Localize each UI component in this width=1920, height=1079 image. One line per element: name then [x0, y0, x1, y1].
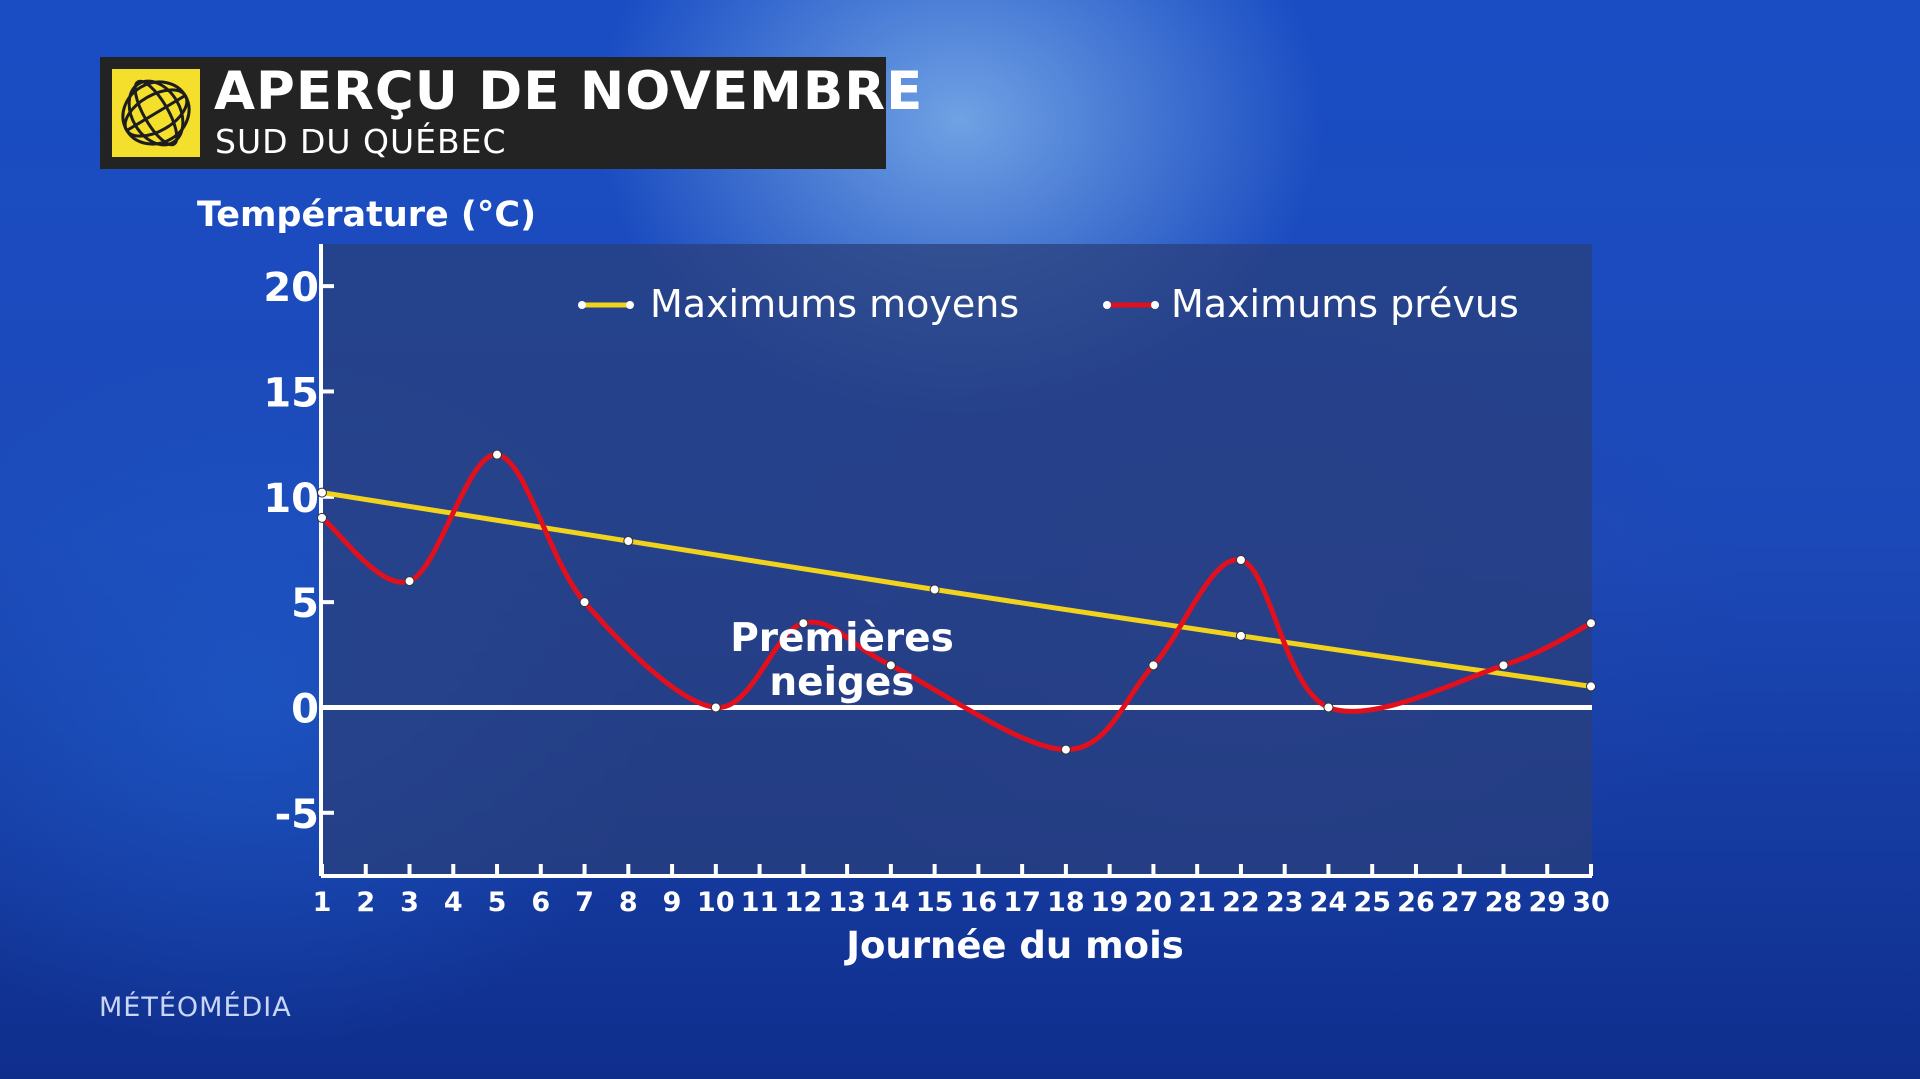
series-1-point	[1586, 681, 1596, 692]
y-tick-label: 15	[263, 370, 319, 416]
x-tick-label: 24	[1310, 887, 1348, 918]
meteomedia-globe-icon	[112, 69, 200, 157]
x-tick-label: 4	[444, 887, 463, 918]
series-2-point	[710, 702, 721, 713]
x-tick-label: 12	[785, 887, 823, 918]
series-1-point	[929, 584, 940, 595]
y-tick-label: 10	[263, 476, 319, 522]
page-title: APERÇU DE NOVEMBRE	[214, 61, 924, 122]
y-tick-label: 0	[291, 686, 319, 732]
x-tick-label: 23	[1266, 887, 1304, 918]
x-tick-label: 28	[1485, 887, 1523, 918]
x-tick-label: 18	[1047, 887, 1085, 918]
x-tick-label: 10	[697, 887, 735, 918]
x-tick-label: 27	[1441, 887, 1479, 918]
x-tick-label: 19	[1091, 887, 1129, 918]
x-tick-label: 15	[916, 887, 954, 918]
x-tick-label: 6	[531, 887, 550, 918]
y-tick-label: 5	[291, 581, 319, 627]
x-tick-label: 11	[741, 887, 779, 918]
x-tick-label: 16	[960, 887, 998, 918]
x-tick-label: 22	[1222, 887, 1260, 918]
x-tick-label: 30	[1572, 887, 1610, 918]
series-2-point	[1586, 618, 1596, 629]
legend-marker-2	[1151, 301, 1159, 309]
plot-area	[321, 244, 1592, 876]
annotation-first-snow-line1: Premières	[730, 616, 954, 661]
annotation-first-snow-line2: neiges	[769, 660, 914, 705]
legend-marker-2	[1103, 301, 1111, 309]
series-2-point	[1235, 555, 1246, 565]
series-2-point	[404, 576, 415, 587]
series-2-point	[317, 512, 327, 523]
series-1-point	[1235, 630, 1246, 641]
series-1-point	[317, 487, 327, 498]
x-tick-label: 17	[1003, 887, 1041, 918]
series-2-point	[1148, 660, 1159, 671]
x-tick-label: 20	[1135, 887, 1173, 918]
x-tick-label: 25	[1353, 887, 1391, 918]
series-2-point	[885, 660, 896, 671]
x-tick-label: 9	[663, 887, 682, 918]
y-tick-label: -5	[275, 792, 319, 838]
legend-marker-1	[578, 301, 586, 309]
page-subtitle: SUD DU QUÉBEC	[215, 122, 507, 161]
x-tick-label: 29	[1528, 887, 1566, 918]
series-2-point	[1060, 744, 1071, 755]
brand-footer: MÉTÉOMÉDIA	[99, 992, 292, 1023]
x-tick-label: 14	[872, 887, 910, 918]
x-tick-label: 3	[400, 887, 419, 918]
series-2-point	[1498, 660, 1509, 671]
x-tick-label: 21	[1178, 887, 1216, 918]
legend-marker-1	[626, 301, 634, 309]
title-box: APERÇU DE NOVEMBRE SUD DU QUÉBEC	[100, 57, 922, 169]
x-tick-label: 2	[356, 887, 375, 918]
series-1-point	[623, 536, 634, 547]
y-tick-label: 20	[263, 265, 319, 311]
legend-label-1: Maximums moyens	[650, 282, 1019, 326]
series-2-point	[492, 449, 503, 460]
x-tick-label: 26	[1397, 887, 1435, 918]
series-2-point	[1323, 702, 1334, 713]
x-tick-label: 1	[313, 887, 332, 918]
series-2-point	[579, 597, 590, 608]
x-tick-label: 13	[828, 887, 866, 918]
y-axis-label: Température (°C)	[197, 195, 536, 235]
x-tick-label: 7	[575, 887, 594, 918]
series-2-point	[798, 618, 809, 629]
x-tick-label: 5	[488, 887, 507, 918]
x-tick-label: 8	[619, 887, 638, 918]
legend-label-2: Maximums prévus	[1171, 282, 1519, 326]
x-axis-label: Journée du mois	[843, 924, 1184, 967]
